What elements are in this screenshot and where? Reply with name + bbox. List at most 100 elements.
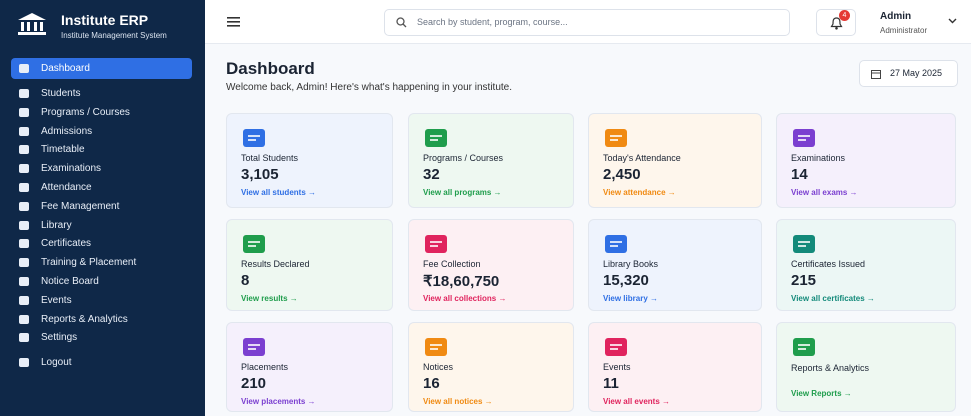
card-icon <box>243 235 265 253</box>
nav-icon <box>19 277 29 286</box>
card-value: 8 <box>241 272 250 289</box>
stat-card[interactable]: Programs / Courses 32 View all programs → <box>408 113 574 208</box>
stat-card[interactable]: Total Students 3,105 View all students → <box>226 113 393 208</box>
nav-icon <box>19 107 29 117</box>
nav-label: Settings <box>41 332 78 344</box>
nav-item[interactable]: Settings <box>11 327 192 348</box>
card-link[interactable]: View library → <box>603 294 658 303</box>
nav-item[interactable]: Attendance <box>11 177 192 198</box>
nav-label: Fee Management <box>41 200 120 212</box>
nav-item[interactable]: Dashboard <box>11 58 192 79</box>
nav-label: Programs / Courses <box>41 106 130 118</box>
nav-item[interactable]: Notice Board <box>11 271 192 292</box>
nav-icon <box>19 258 29 268</box>
stat-card[interactable]: Examinations 14 View all exams → <box>776 113 956 208</box>
logout-label: Logout <box>41 357 72 368</box>
nav-item[interactable]: Events <box>11 290 192 311</box>
sidebar: Institute ERP Institute Management Syste… <box>0 0 205 416</box>
user-menu-caret[interactable] <box>948 18 957 24</box>
card-icon <box>605 235 627 253</box>
nav-label: Training & Placement <box>41 257 137 269</box>
nav-icon <box>19 64 29 73</box>
card-link[interactable]: View Reports → <box>791 389 852 398</box>
search-box[interactable]: Search by student, program, course... <box>384 9 790 36</box>
card-icon <box>605 338 627 356</box>
card-link[interactable]: View all programs → <box>423 188 502 197</box>
nav-label: Library <box>41 219 72 231</box>
card-value: 3,105 <box>241 166 279 183</box>
stat-card[interactable]: Certificates Issued 215 View all certifica… <box>776 219 956 311</box>
card-icon <box>793 338 815 356</box>
card-link[interactable]: View results → <box>241 294 298 303</box>
card-icon <box>425 235 447 253</box>
brand-title: Institute ERP <box>61 12 149 28</box>
page-title: Dashboard <box>226 59 315 78</box>
nav-item[interactable]: Training & Placement <box>11 252 192 273</box>
stat-card[interactable]: Library Books 15,320 View library → <box>588 219 762 311</box>
card-link[interactable]: View all students → <box>241 188 316 197</box>
nav-icon <box>19 333 29 343</box>
stat-card[interactable]: Fee Collection ₹18,60,750 View all collect… <box>408 219 574 311</box>
card-icon <box>243 338 265 356</box>
date-text: 27 May 2025 <box>890 68 943 78</box>
card-link[interactable]: View all exams → <box>791 188 858 197</box>
stat-card[interactable]: Results Declared 8 View results → <box>226 219 393 311</box>
top-bar: Search by student, program, course... 4 … <box>205 0 971 44</box>
card-value: 215 <box>791 272 817 289</box>
nav-label: Attendance <box>41 182 92 193</box>
card-label: Library Books <box>603 259 659 269</box>
card-label: Events <box>603 362 631 372</box>
brand-subtitle: Institute Management System <box>61 31 167 40</box>
nav-item[interactable]: Students <box>11 83 192 104</box>
nav-label: Notice Board <box>41 276 99 287</box>
nav-icon <box>19 239 29 249</box>
card-label: Fee Collection <box>423 259 481 269</box>
nav-item[interactable]: Reports & Analytics <box>11 309 192 330</box>
card-icon <box>425 338 447 356</box>
nav-label: Reports & Analytics <box>41 313 128 325</box>
stat-card[interactable]: Events 11 View all events → <box>588 322 762 412</box>
card-label: Total Students <box>241 153 299 163</box>
stat-card[interactable]: Today's Attendance 2,450 View attendance → <box>588 113 762 208</box>
card-value: 11 <box>603 375 619 392</box>
nav-item[interactable]: Examinations <box>11 158 192 179</box>
nav-item[interactable]: Library <box>11 215 192 236</box>
nav-item[interactable]: Timetable <box>11 139 192 160</box>
page-subtitle: Welcome back, Admin! Here's what's happe… <box>226 82 513 93</box>
card-link[interactable]: View all notices → <box>423 397 493 406</box>
menu-toggle[interactable] <box>227 17 240 27</box>
nav-item[interactable]: Admissions <box>11 121 192 142</box>
card-value: 32 <box>423 166 440 183</box>
nav-label: Dashboard <box>41 63 90 74</box>
user-name[interactable]: Admin <box>880 11 912 22</box>
card-label: Certificates Issued <box>791 259 866 269</box>
stat-card[interactable]: Notices 16 View all notices → <box>408 322 574 412</box>
nav-item[interactable]: Certificates <box>11 233 192 254</box>
nav-icon <box>19 220 29 230</box>
card-link[interactable]: View placements → <box>241 397 316 406</box>
card-value: 16 <box>423 375 440 392</box>
card-label: Placements <box>241 362 289 372</box>
card-link[interactable]: View all collections → <box>423 294 507 303</box>
card-icon <box>605 129 627 147</box>
nav-label: Timetable <box>41 144 85 156</box>
card-link[interactable]: View attendance → <box>603 188 676 197</box>
card-value: 210 <box>241 375 267 392</box>
card-value: 15,320 <box>603 272 649 289</box>
nav-label: Examinations <box>41 163 102 175</box>
card-icon <box>793 235 815 253</box>
card-label: Results Declared <box>241 259 310 269</box>
stat-card[interactable]: Reports & Analytics View Reports → <box>776 322 956 412</box>
notifications[interactable]: 4 <box>816 9 856 36</box>
nav-icon <box>19 164 29 174</box>
nav-item[interactable]: Programs / Courses <box>11 102 192 123</box>
logout[interactable]: Logout <box>11 352 192 373</box>
card-link[interactable]: View all events → <box>603 397 670 406</box>
card-link[interactable]: View all certificates → <box>791 294 875 303</box>
nav-item[interactable]: Fee Management <box>11 196 192 217</box>
nav-icon <box>19 314 29 324</box>
logo <box>18 13 46 35</box>
card-label: Today's Attendance <box>603 153 681 163</box>
stat-card[interactable]: Placements 210 View placements → <box>226 322 393 412</box>
